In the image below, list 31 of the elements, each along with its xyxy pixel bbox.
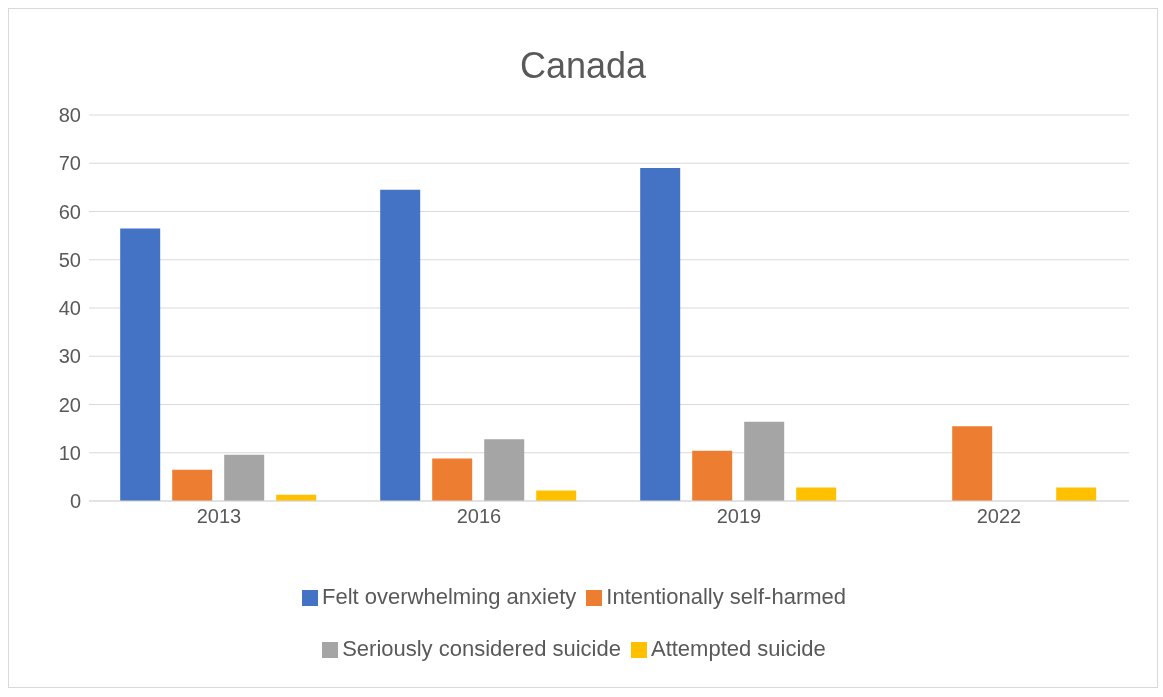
chart-title: Canada — [518, 44, 648, 88]
y-tick-label: 80 — [58, 104, 81, 127]
bar — [1056, 487, 1097, 501]
x-tick-label: 2013 — [196, 505, 242, 528]
legend-label: Felt overwhelming anxiety — [321, 584, 577, 609]
legend-label: Attempted suicide — [650, 636, 826, 661]
y-tick-label: 50 — [58, 248, 81, 271]
legend-label: Seriously considered suicide — [342, 636, 621, 661]
bar — [796, 487, 837, 501]
bar — [692, 450, 733, 501]
y-tick-label: 40 — [58, 297, 81, 320]
bar — [432, 458, 473, 501]
bar — [744, 421, 785, 501]
y-tick-label: 30 — [58, 345, 81, 368]
y-tick-label: 60 — [58, 200, 81, 223]
bar — [640, 168, 681, 501]
bar — [120, 228, 161, 501]
bar — [536, 490, 577, 501]
x-tick-label: 2019 — [716, 505, 762, 528]
bar — [952, 426, 993, 501]
y-tick-label: 0 — [69, 490, 81, 513]
y-tick-label: 10 — [58, 441, 81, 464]
legend-label: Intentionally self-harmed — [606, 584, 847, 609]
bar — [224, 454, 265, 501]
x-tick-label: 2022 — [976, 505, 1022, 528]
bar — [484, 439, 525, 501]
y-tick-label: 70 — [58, 152, 81, 175]
bar — [380, 189, 421, 501]
y-tick-label: 20 — [58, 393, 81, 416]
x-tick-label: 2016 — [456, 505, 502, 528]
bar — [172, 469, 213, 501]
